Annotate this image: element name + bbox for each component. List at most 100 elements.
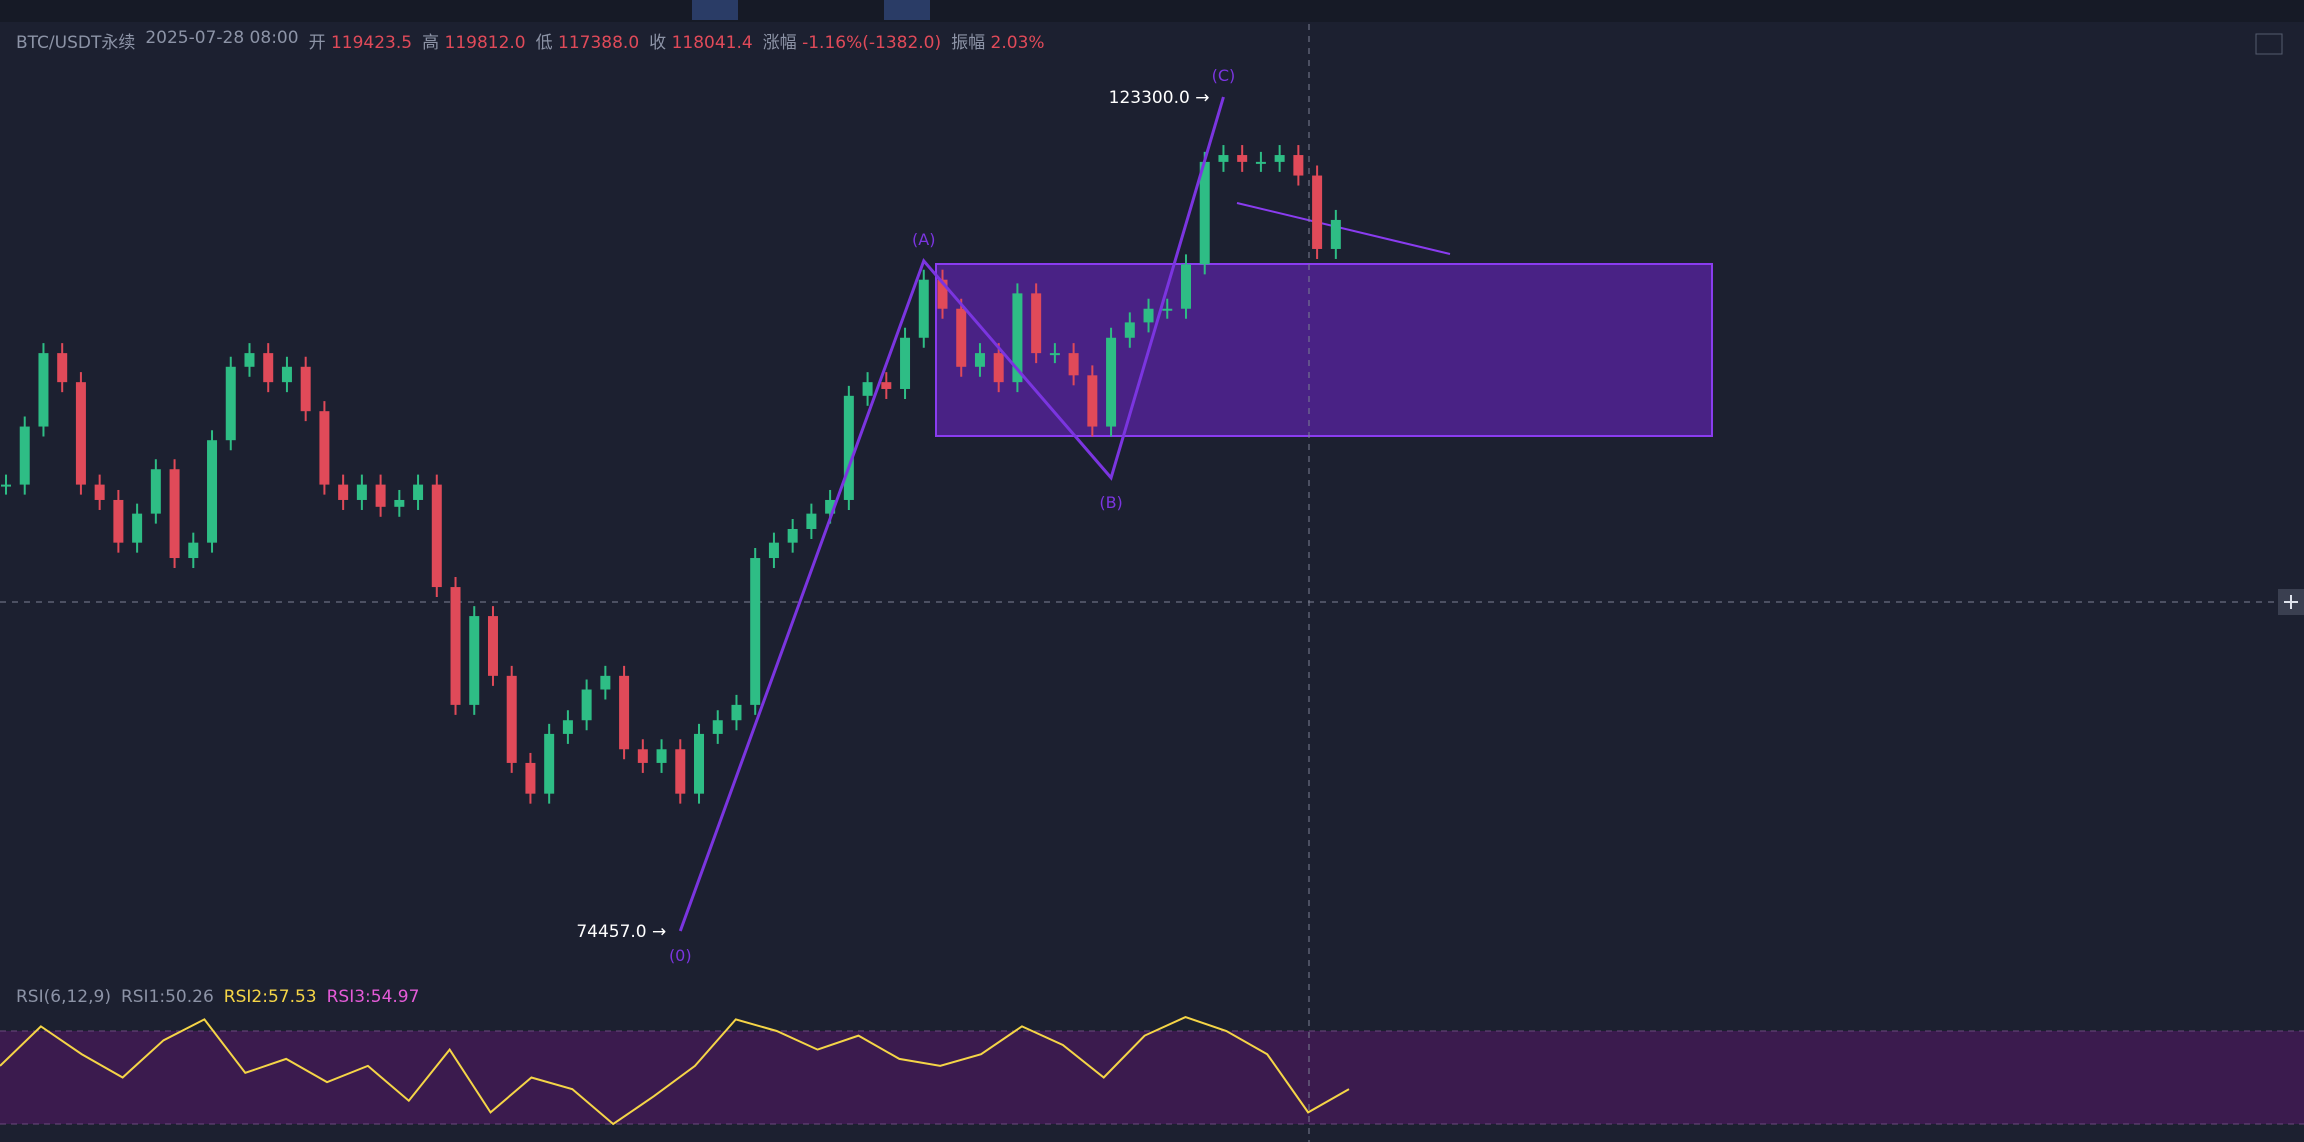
candle bbox=[19, 426, 30, 485]
value: 117388.0 bbox=[558, 33, 640, 53]
candle bbox=[431, 484, 442, 588]
candle bbox=[338, 484, 349, 500]
trend-line bbox=[1236, 202, 1451, 255]
candle bbox=[1049, 353, 1060, 356]
candle bbox=[900, 337, 911, 389]
label: 涨幅 bbox=[762, 33, 797, 53]
candle bbox=[1180, 264, 1191, 309]
candle bbox=[619, 675, 630, 750]
candle bbox=[356, 484, 367, 500]
label: 振幅 bbox=[951, 33, 986, 53]
candle bbox=[132, 513, 143, 543]
price-label: 123300.0 → bbox=[1109, 88, 1210, 108]
candle bbox=[469, 616, 480, 705]
candle bbox=[694, 733, 705, 794]
candle bbox=[993, 353, 1004, 383]
candle bbox=[1012, 293, 1023, 383]
wave-line bbox=[678, 96, 1225, 932]
candle bbox=[300, 366, 311, 412]
candle bbox=[450, 587, 461, 705]
wave-label: (A) bbox=[912, 230, 935, 249]
candle bbox=[413, 484, 424, 500]
candle bbox=[487, 616, 498, 676]
candle bbox=[544, 733, 555, 794]
candle bbox=[1274, 155, 1285, 162]
candle bbox=[263, 353, 274, 383]
candle bbox=[281, 366, 292, 383]
candle bbox=[562, 720, 573, 734]
tool-active[interactable] bbox=[884, 0, 930, 20]
label: 低 bbox=[535, 33, 553, 53]
candle bbox=[1255, 161, 1266, 164]
rsi-line bbox=[0, 1015, 1350, 1126]
candle bbox=[918, 279, 929, 338]
value: 119812.0 bbox=[444, 33, 526, 53]
candle bbox=[525, 762, 536, 794]
candle bbox=[1162, 308, 1173, 311]
candle bbox=[1312, 175, 1323, 249]
label: 收 bbox=[649, 33, 667, 53]
candle bbox=[731, 704, 742, 721]
tool-active[interactable] bbox=[692, 0, 738, 20]
candle bbox=[225, 366, 236, 441]
candle bbox=[768, 542, 779, 559]
ohlc-bar: BTC/USDT永续 2025-07-28 08:00 开 119423.5 高… bbox=[16, 28, 1045, 53]
rsi2: RSI2:57.53 bbox=[223, 987, 317, 1007]
candle bbox=[1031, 293, 1042, 354]
candle bbox=[637, 749, 648, 763]
candle bbox=[207, 440, 218, 543]
candle bbox=[394, 499, 405, 507]
candle bbox=[1199, 161, 1210, 265]
wave-label: (C) bbox=[1212, 66, 1236, 85]
candle bbox=[750, 558, 761, 705]
label: 开 bbox=[308, 33, 326, 53]
value: -1.16%(-1382.0) bbox=[802, 33, 942, 53]
candle bbox=[937, 279, 948, 309]
candle bbox=[1106, 337, 1117, 427]
candle bbox=[1293, 155, 1304, 176]
candle bbox=[244, 353, 255, 367]
candle bbox=[862, 382, 873, 396]
candle bbox=[38, 353, 49, 427]
rsi-legend: RSI(6,12,9) RSI1:50.26 RSI2:57.53 RSI3:5… bbox=[16, 987, 419, 1007]
rsi1: RSI1:50.26 bbox=[120, 987, 214, 1007]
candle bbox=[1218, 155, 1229, 162]
toolbar bbox=[0, 0, 2304, 22]
value: 2.03% bbox=[990, 33, 1045, 53]
candle bbox=[150, 469, 161, 514]
candle bbox=[1330, 219, 1341, 249]
expand-icon[interactable] bbox=[2255, 33, 2283, 55]
candle bbox=[113, 499, 124, 543]
candle bbox=[843, 395, 854, 500]
rsi3: RSI3:54.97 bbox=[326, 987, 420, 1007]
symbol: BTC/USDT永续 bbox=[16, 33, 136, 53]
plus-icon bbox=[2284, 595, 2298, 609]
candle bbox=[1087, 375, 1098, 427]
candle bbox=[881, 382, 892, 389]
candle bbox=[75, 382, 86, 485]
price-label: 74457.0 → bbox=[576, 922, 666, 942]
candle bbox=[506, 675, 517, 763]
candle bbox=[656, 749, 667, 763]
rsi-title: RSI(6,12,9) bbox=[16, 987, 111, 1007]
candle bbox=[1, 484, 11, 487]
candle bbox=[319, 411, 330, 485]
wave-label: (0) bbox=[669, 946, 692, 965]
candle bbox=[675, 749, 686, 794]
candle bbox=[1068, 353, 1079, 376]
wave-label: (B) bbox=[1099, 493, 1122, 512]
zone-box bbox=[935, 263, 1713, 437]
candle bbox=[712, 720, 723, 734]
value: 118041.4 bbox=[671, 33, 753, 53]
label: 高 bbox=[422, 33, 440, 53]
candle bbox=[1143, 308, 1154, 323]
candle bbox=[600, 675, 611, 690]
candle bbox=[375, 484, 386, 507]
candle bbox=[57, 353, 68, 383]
value: 119423.5 bbox=[330, 33, 413, 53]
candle bbox=[787, 529, 798, 543]
candle bbox=[188, 542, 199, 559]
candle bbox=[581, 689, 592, 721]
